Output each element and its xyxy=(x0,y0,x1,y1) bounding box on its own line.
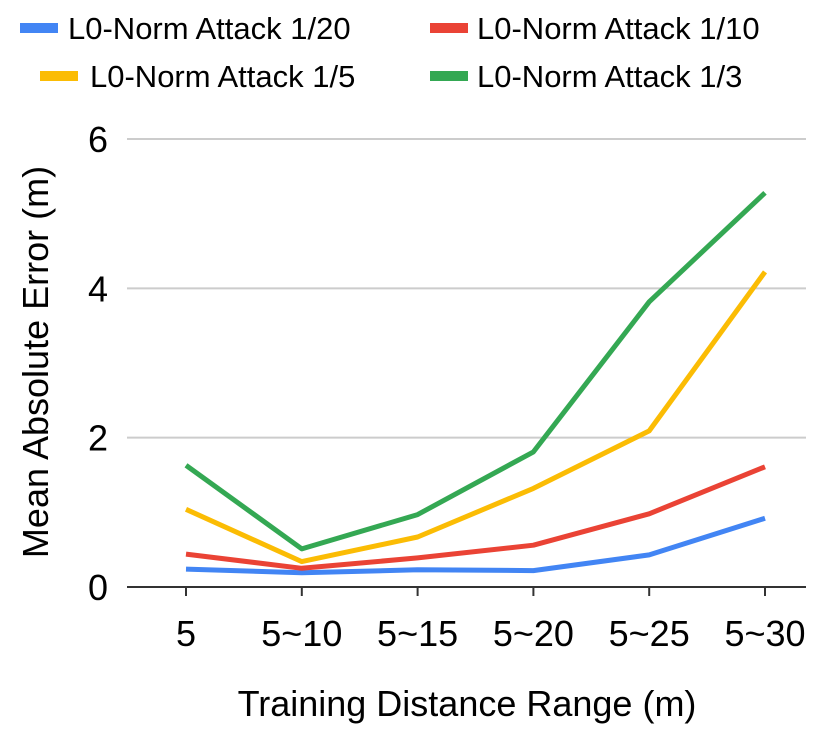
x-tick-label: 5~30 xyxy=(724,613,805,654)
legend-label: L0-Norm Attack 1/10 xyxy=(477,11,760,46)
x-tick-label: 5~15 xyxy=(377,613,458,654)
legend: L0-Norm Attack 1/20 L0-Norm Attack 1/10 L0… xyxy=(20,11,760,94)
series-line xyxy=(185,464,766,571)
series-line xyxy=(185,515,766,576)
y-axis-ticks: 0 2 4 6 xyxy=(88,119,108,608)
x-axis-title: Training Distance Range (m) xyxy=(238,683,697,724)
legend-label: L0-Norm Attack 1/3 xyxy=(477,59,742,94)
legend-label: L0-Norm Attack 1/20 xyxy=(68,11,351,46)
y-tick-label: 4 xyxy=(88,268,108,309)
legend-swatch xyxy=(430,71,468,81)
legend-swatch xyxy=(40,71,78,81)
legend-label: L0-Norm Attack 1/5 xyxy=(90,59,355,94)
y-tick-label: 6 xyxy=(88,119,108,160)
legend-swatch xyxy=(430,23,468,33)
x-tick-label: 5~20 xyxy=(493,613,574,654)
y-tick-label: 2 xyxy=(88,418,108,459)
y-tick-label: 0 xyxy=(88,567,108,608)
legend-swatch xyxy=(20,23,58,33)
series-line xyxy=(184,190,767,552)
x-tick-label: 5 xyxy=(176,613,196,654)
y-axis-title: Mean Absolute Error (m) xyxy=(15,166,56,558)
x-tick-label: 5~10 xyxy=(261,613,342,654)
x-tick-label: 5~25 xyxy=(609,613,690,654)
gridlines xyxy=(127,138,806,439)
x-axis: 5 5~10 5~15 5~20 5~25 5~30 xyxy=(127,586,806,654)
series-line xyxy=(184,270,768,565)
series-lines xyxy=(184,190,768,576)
